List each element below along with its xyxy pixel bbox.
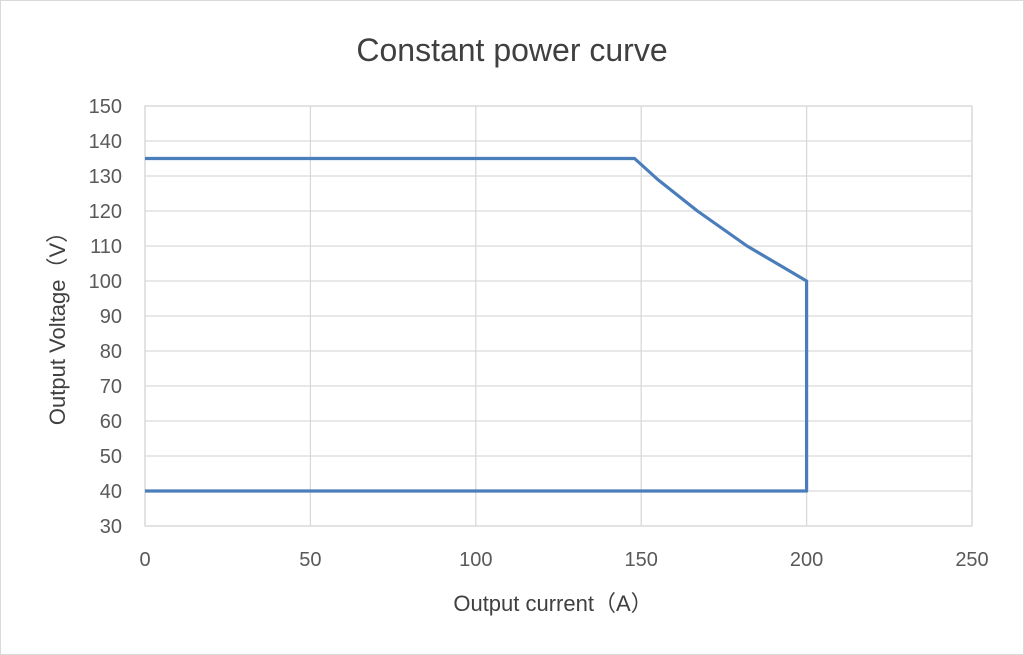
x-tick-label: 250 — [955, 549, 988, 571]
x-tick-label: 50 — [299, 549, 321, 571]
y-axis-title: Output Voltage（V） — [45, 221, 70, 425]
x-tick-label: 150 — [625, 549, 658, 571]
series-layer — [145, 156, 809, 493]
y-tick-label: 50 — [100, 446, 122, 468]
plot-area — [144, 105, 973, 527]
series-line — [145, 156, 809, 493]
y-tick-label: 150 — [89, 96, 122, 118]
y-tick-label: 80 — [100, 341, 122, 363]
y-tick-labels: 30 40 50 60 70 80 90 100 110 120 130 140 150 — [89, 96, 122, 538]
x-tick-labels: 0 50 100 150 200 250 — [139, 549, 988, 571]
x-tick-label: 200 — [790, 549, 823, 571]
y-tick-label: 110 — [90, 236, 122, 258]
y-tick-label: 70 — [100, 376, 122, 398]
y-tick-label: 140 — [89, 131, 122, 153]
x-tick-label: 100 — [459, 549, 492, 571]
x-tick-label: 0 — [139, 549, 150, 571]
y-tick-label: 40 — [100, 481, 122, 503]
y-tick-label: 90 — [100, 306, 122, 328]
grid-layer — [144, 105, 973, 527]
y-tick-label: 120 — [89, 201, 122, 223]
y-tick-label: 130 — [89, 166, 122, 188]
y-tick-label: 60 — [100, 411, 122, 433]
y-tick-label: 100 — [89, 271, 122, 293]
x-axis-title: Output current（A） — [453, 591, 652, 616]
chart-title: Constant power curve — [356, 32, 667, 68]
y-tick-label: 30 — [100, 516, 122, 538]
